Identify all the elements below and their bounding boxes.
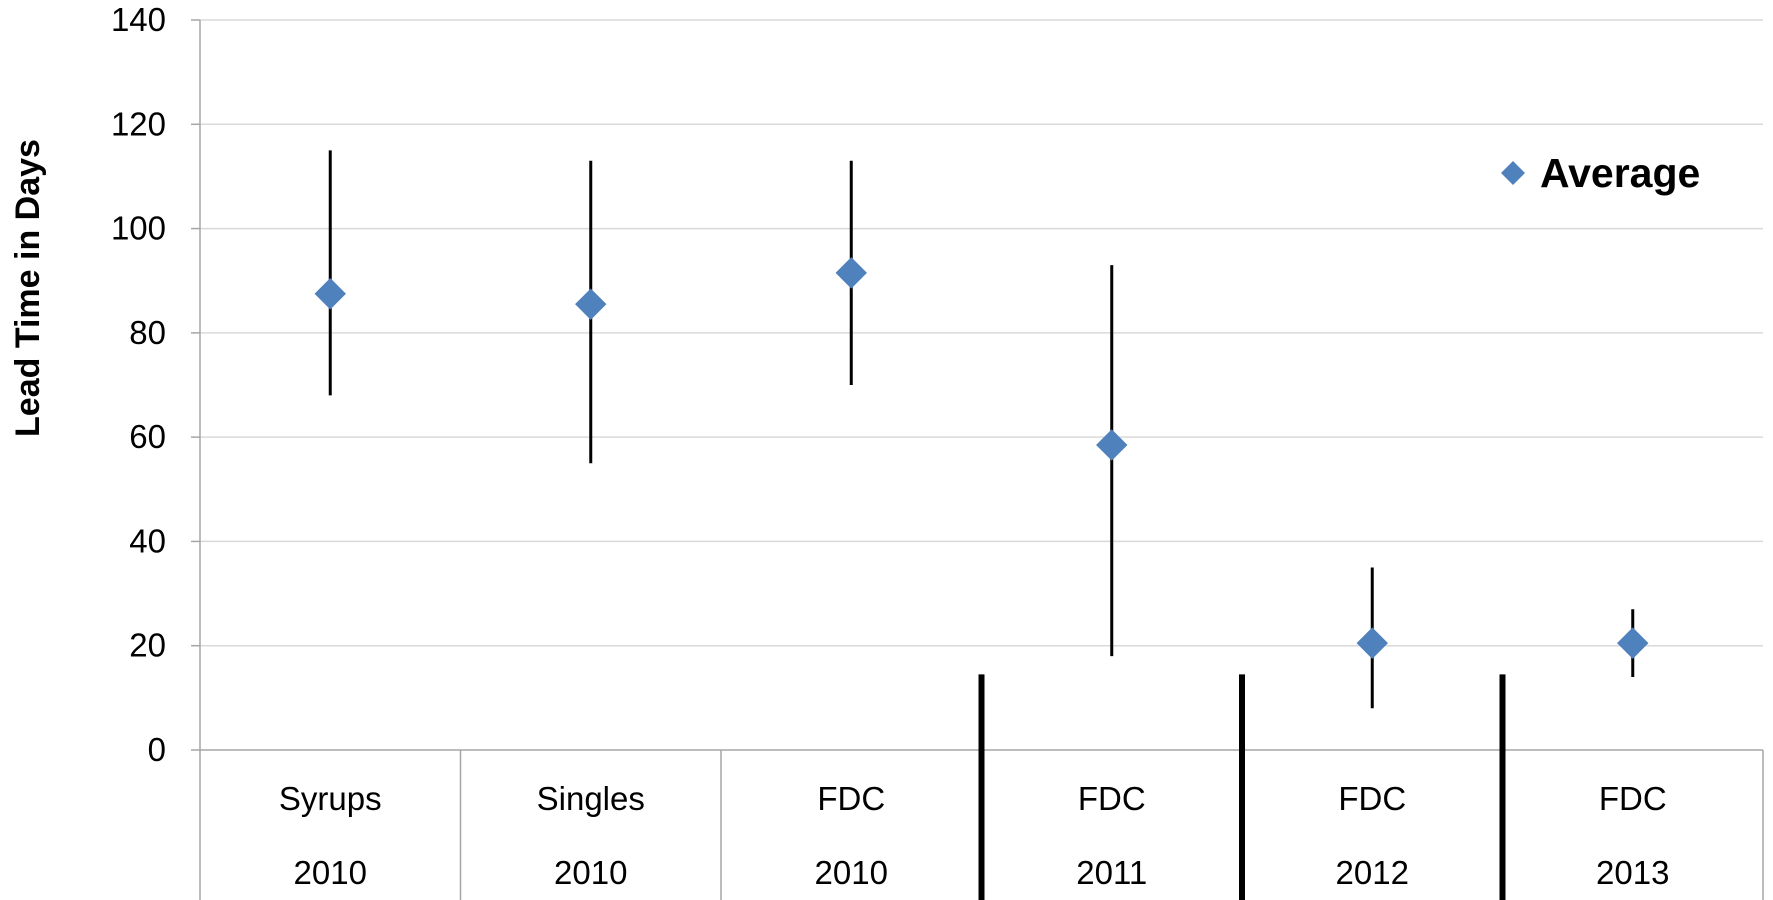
y-tick-label-100: 100 (111, 210, 166, 247)
category-label-0: Syrups (279, 780, 382, 817)
y-tick-label-60: 60 (129, 418, 166, 455)
category-label-3: FDC (1078, 780, 1146, 817)
category-label-4: FDC (1338, 780, 1406, 817)
y-tick-label-80: 80 (129, 314, 166, 351)
y-tick-label-140: 140 (111, 1, 166, 38)
average-point-1 (575, 288, 607, 320)
y-tick-label-40: 40 (129, 522, 166, 559)
category-label-5: FDC (1599, 780, 1667, 817)
y-tick-label-20: 20 (129, 627, 166, 664)
category-year-label-4: 2012 (1336, 854, 1409, 891)
category-label-2: FDC (817, 780, 885, 817)
average-point-0 (314, 278, 346, 310)
category-year-label-1: 2010 (554, 854, 627, 891)
legend: Average (1501, 150, 1700, 196)
y-tick-label-120: 120 (111, 105, 166, 142)
category-year-label-3: 2011 (1076, 854, 1147, 891)
average-point-4 (1356, 627, 1388, 659)
average-point-5 (1617, 627, 1649, 659)
average-point-3 (1096, 429, 1128, 461)
average-point-2 (835, 257, 867, 289)
legend-marker-average (1501, 161, 1525, 185)
legend-label-average: Average (1540, 150, 1700, 196)
y-tick-label-0: 0 (148, 731, 166, 768)
category-year-label-5: 2013 (1596, 854, 1669, 891)
category-label-1: Singles (537, 780, 645, 817)
category-year-label-0: 2010 (294, 854, 367, 891)
category-year-label-2: 2010 (815, 854, 888, 891)
y-axis-title: Lead Time in Days (9, 139, 47, 437)
